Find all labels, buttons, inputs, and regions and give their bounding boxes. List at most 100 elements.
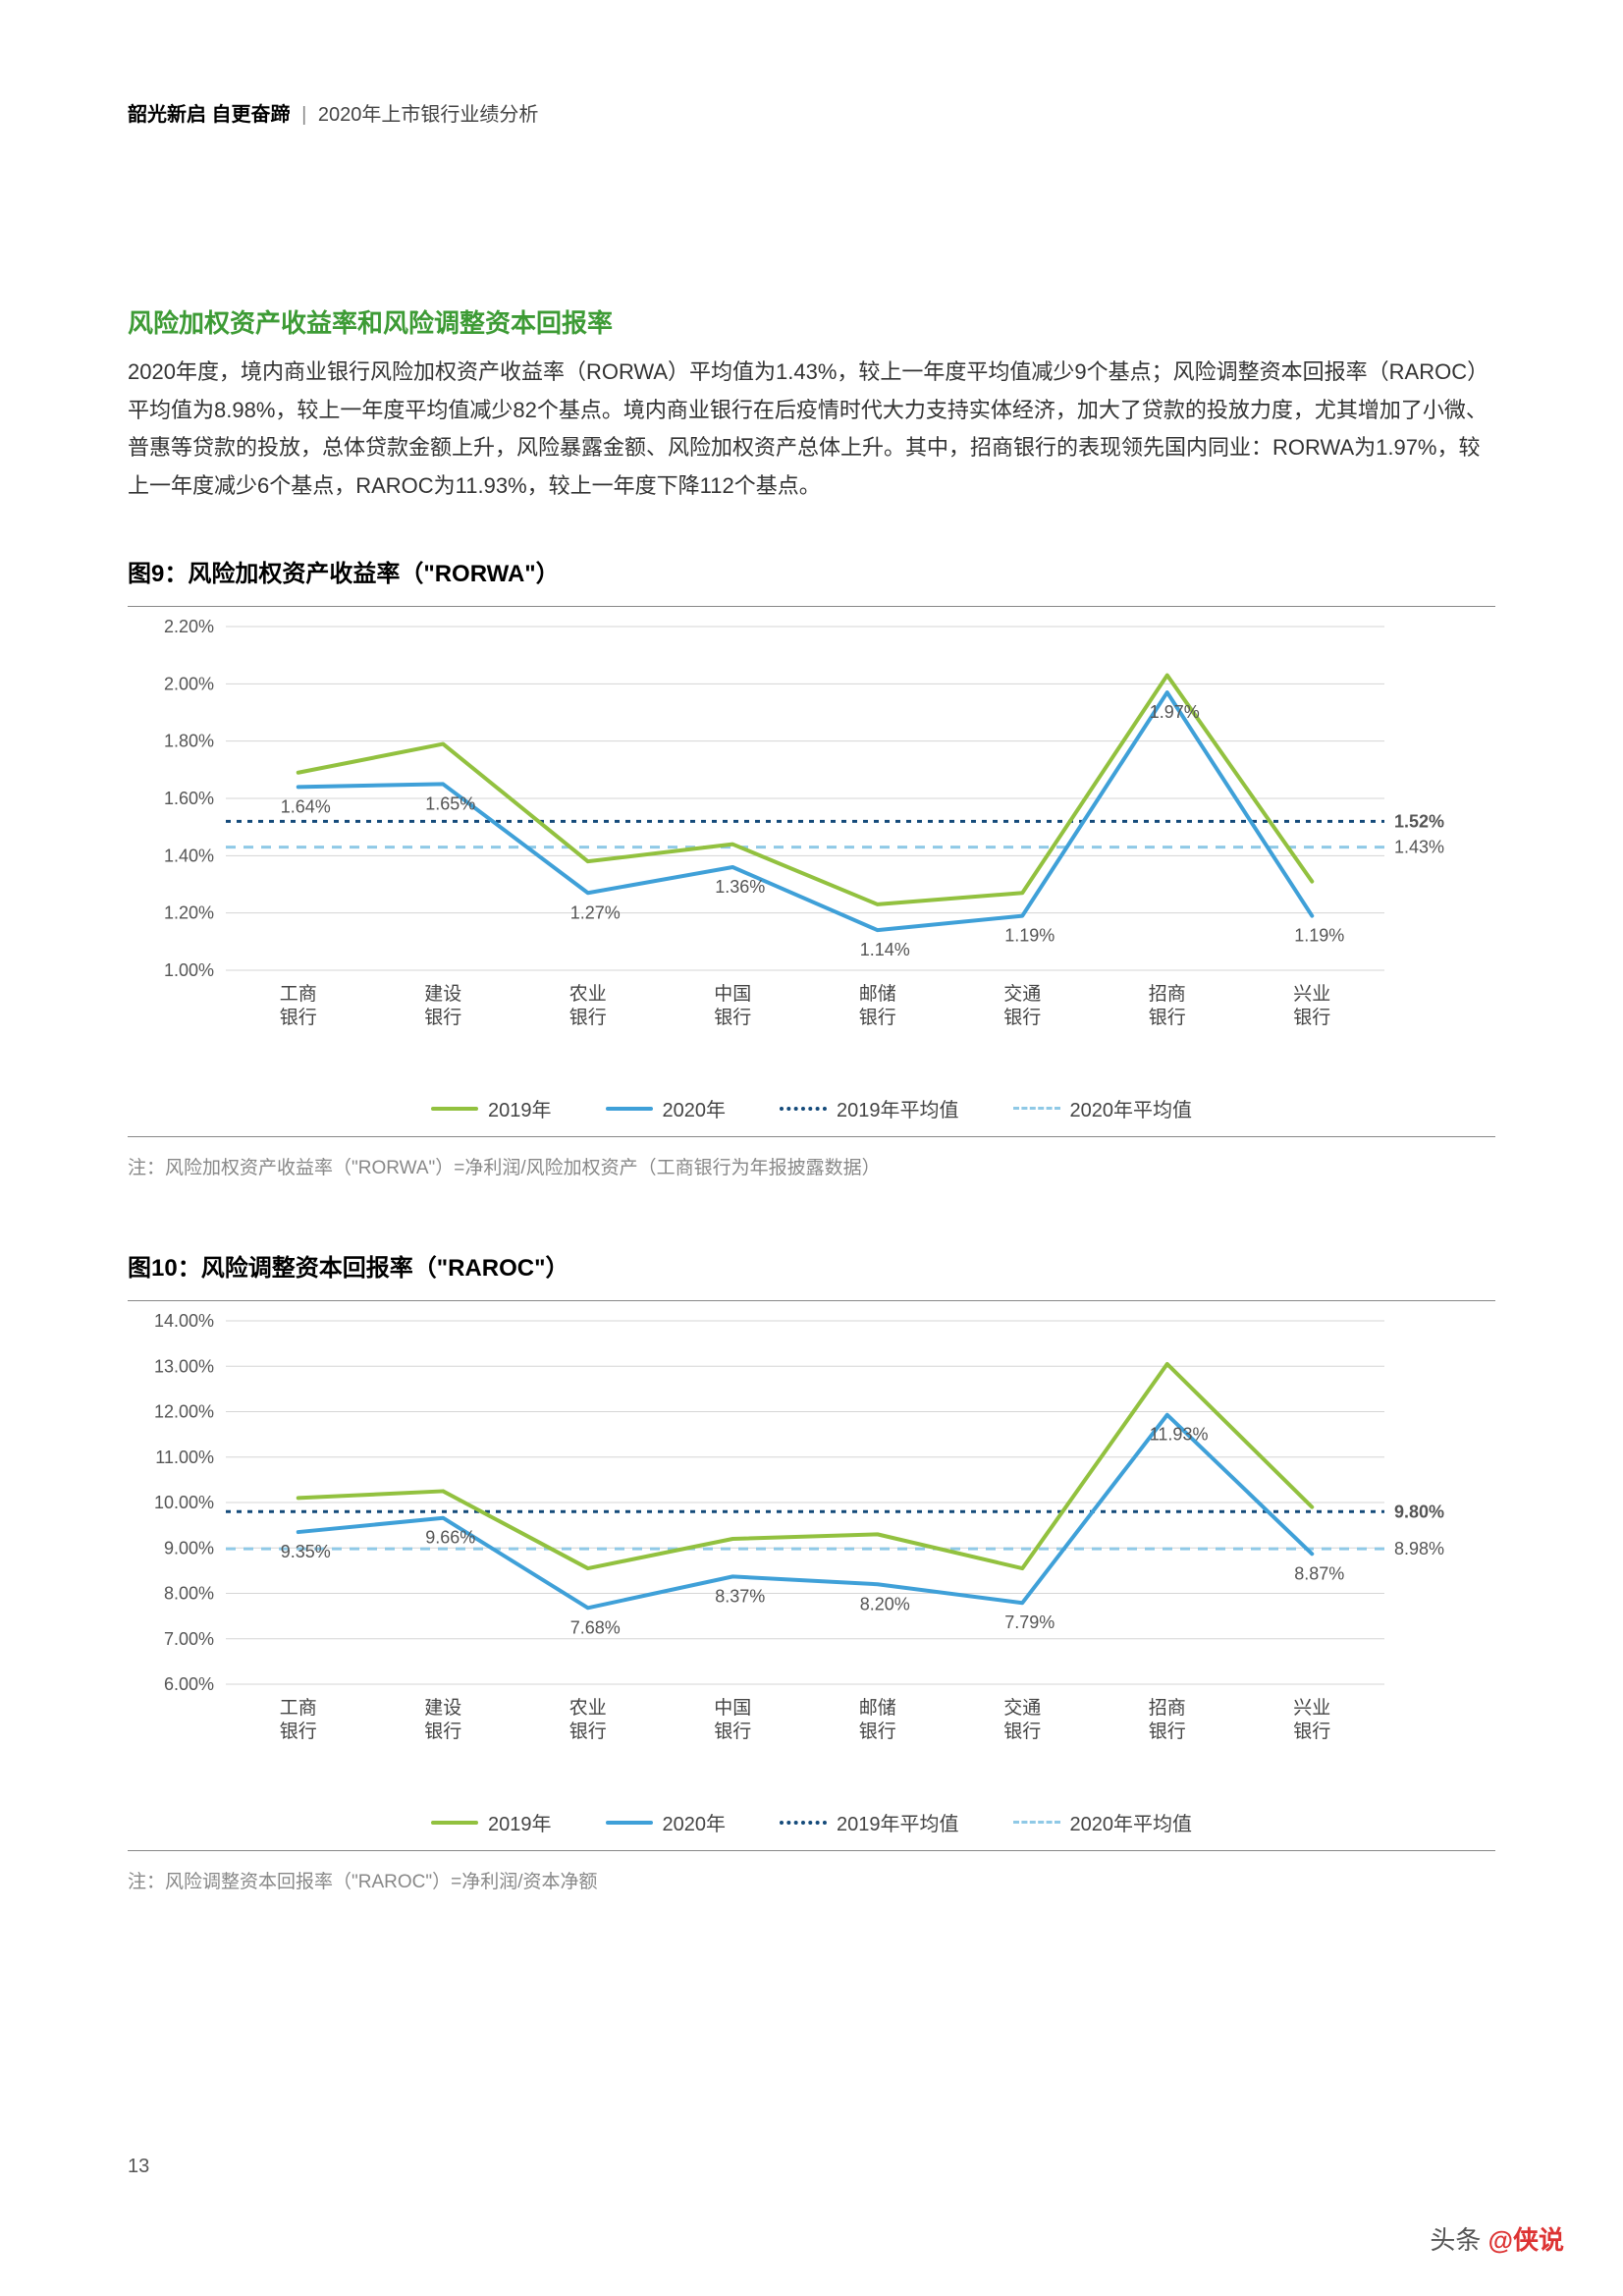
svg-text:9.66%: 9.66% (425, 1528, 475, 1548)
legend-label-2020: 2020年 (663, 1808, 727, 1836)
svg-text:交通: 交通 (1003, 983, 1041, 1005)
svg-text:工商: 工商 (280, 1697, 317, 1719)
svg-text:1.52%: 1.52% (1394, 811, 1444, 831)
header-subtitle: 2020年上市银行业绩分析 (318, 104, 539, 126)
chart9-footnote: 注：风险加权资产收益率（"RORWA"）=净利润/风险加权资产（工商银行为年报披… (128, 1153, 1495, 1179)
svg-text:1.80%: 1.80% (164, 732, 214, 751)
chart10-svg: 6.00% 7.00% 8.00% 9.00% 10.00% 11.00% 12.00% 13… (128, 1301, 1483, 1792)
svg-text:银行: 银行 (1149, 1721, 1186, 1742)
svg-text:邮储: 邮储 (859, 1697, 896, 1719)
svg-text:建设: 建设 (424, 983, 461, 1005)
svg-text:14.00%: 14.00% (154, 1311, 214, 1331)
svg-text:1.36%: 1.36% (715, 877, 765, 897)
svg-text:银行: 银行 (280, 1721, 317, 1742)
legend-label-avg2020: 2020年平均值 (1070, 1808, 1193, 1836)
page-number: 13 (128, 2156, 149, 2178)
watermark-at: @ (1488, 2225, 1513, 2255)
header-title: 韶光新启 自更奋蹄 (128, 104, 291, 126)
chart9-box: 1.00%1.20%1.40%1.60%1.80%2.00%2.20%工商银行建… (128, 606, 1495, 1137)
watermark-prefix: 头条 (1430, 2225, 1481, 2255)
legend-2019: 2019年 (431, 1808, 552, 1836)
watermark-name: 侠说 (1513, 2225, 1564, 2255)
svg-text:银行: 银行 (569, 1721, 607, 1742)
svg-text:1.19%: 1.19% (1294, 926, 1344, 946)
legend-label-2019: 2019年 (488, 1808, 552, 1836)
legend-label-2020: 2020年 (663, 1094, 727, 1122)
chart10-box: 6.00% 7.00% 8.00% 9.00% 10.00% 11.00% 12.00% 13… (128, 1300, 1495, 1851)
svg-text:工商: 工商 (280, 983, 317, 1005)
svg-text:1.60%: 1.60% (164, 789, 214, 808)
svg-text:银行: 银行 (1149, 1007, 1186, 1028)
svg-text:银行: 银行 (714, 1007, 751, 1028)
svg-text:中国: 中国 (714, 1697, 751, 1719)
legend-2019: 2019年 (431, 1094, 552, 1122)
chart10-legend: 2019年 2020年 2019年平均值 2020年平均值 (128, 1792, 1495, 1850)
svg-text:1.40%: 1.40% (164, 846, 214, 865)
legend-swatch-avg2019 (780, 1107, 827, 1111)
svg-text:银行: 银行 (1003, 1007, 1041, 1028)
svg-text:8.87%: 8.87% (1294, 1563, 1344, 1583)
chart10-block: 图10：风险调整资本回报率（"RAROC"） 6.00% 7.00% 8.00% 9.… (128, 1248, 1495, 1893)
svg-text:11.00%: 11.00% (155, 1448, 214, 1467)
svg-text:11.93%: 11.93% (1150, 1425, 1209, 1445)
svg-text:6.00%: 6.00% (164, 1674, 214, 1694)
watermark: 头条 @侠说 (1430, 2220, 1564, 2257)
legend-avg2019: 2019年平均值 (780, 1808, 959, 1836)
svg-text:7.00%: 7.00% (164, 1629, 214, 1649)
legend-swatch-avg2019 (780, 1821, 827, 1825)
svg-text:银行: 银行 (424, 1721, 461, 1742)
svg-text:兴业: 兴业 (1293, 983, 1330, 1005)
svg-text:银行: 银行 (859, 1007, 896, 1028)
legend-swatch-2020 (606, 1107, 653, 1111)
svg-text:建设: 建设 (424, 1697, 461, 1719)
svg-text:9.80%: 9.80% (1394, 1502, 1444, 1521)
chart10-title: 图10：风险调整资本回报率（"RAROC"） (128, 1248, 1495, 1283)
svg-text:农业: 农业 (569, 1697, 607, 1719)
svg-text:1.00%: 1.00% (164, 960, 214, 980)
svg-text:银行: 银行 (1293, 1007, 1330, 1028)
svg-text:银行: 银行 (424, 1007, 461, 1028)
svg-text:中国: 中国 (714, 983, 751, 1005)
svg-text:9.00%: 9.00% (164, 1538, 214, 1558)
svg-text:银行: 银行 (1293, 1721, 1330, 1742)
svg-text:农业: 农业 (569, 983, 607, 1005)
svg-text:银行: 银行 (714, 1721, 751, 1742)
chart9-block: 图9：风险加权资产收益率（"RORWA"） 1.00% 1.20% 1.40% 1.6… (128, 554, 1495, 1179)
svg-text:1.19%: 1.19% (1004, 926, 1055, 946)
svg-text:8.00%: 8.00% (164, 1584, 214, 1604)
legend-2020: 2020年 (606, 1808, 727, 1836)
chart10-footnote: 注：风险调整资本回报率（"RAROC"）=净利润/资本净额 (128, 1867, 1495, 1893)
svg-text:13.00%: 13.00% (154, 1356, 214, 1376)
section-title: 风险加权资产收益率和风险调整资本回报率 (128, 303, 1495, 340)
legend-label-2019: 2019年 (488, 1094, 552, 1122)
svg-text:1.27%: 1.27% (570, 902, 621, 922)
svg-text:8.98%: 8.98% (1394, 1539, 1444, 1558)
legend-label-avg2019: 2019年平均值 (837, 1808, 959, 1836)
svg-text:9.35%: 9.35% (281, 1542, 331, 1561)
svg-text:招商: 招商 (1149, 983, 1186, 1005)
legend-label-avg2020: 2020年平均值 (1070, 1094, 1193, 1122)
svg-text:7.68%: 7.68% (570, 1617, 621, 1637)
svg-text:8.20%: 8.20% (860, 1594, 910, 1613)
svg-text:7.79%: 7.79% (1004, 1613, 1055, 1632)
svg-text:银行: 银行 (1003, 1721, 1041, 1742)
legend-swatch-avg2020 (1013, 1821, 1060, 1824)
legend-avg2020: 2020年平均值 (1013, 1094, 1193, 1122)
svg-text:交通: 交通 (1003, 1697, 1041, 1719)
svg-text:10.00%: 10.00% (154, 1493, 214, 1512)
legend-swatch-avg2020 (1013, 1107, 1060, 1110)
legend-avg2020: 2020年平均值 (1013, 1808, 1193, 1836)
svg-text:招商: 招商 (1149, 1697, 1186, 1719)
chart9-title: 图9：风险加权资产收益率（"RORWA"） (128, 554, 1495, 588)
svg-text:银行: 银行 (280, 1007, 317, 1028)
svg-text:1.65%: 1.65% (425, 793, 475, 813)
svg-text:12.00%: 12.00% (154, 1402, 214, 1422)
svg-text:银行: 银行 (859, 1721, 896, 1742)
page-header: 韶光新启 自更奋蹄 | 2020年上市银行业绩分析 (128, 98, 1495, 127)
svg-text:1.20%: 1.20% (164, 903, 214, 923)
svg-text:兴业: 兴业 (1293, 1697, 1330, 1719)
svg-text:1.14%: 1.14% (860, 940, 910, 959)
legend-label-avg2019: 2019年平均值 (837, 1094, 959, 1122)
svg-text:2.20%: 2.20% (164, 617, 214, 636)
svg-text:邮储: 邮储 (859, 983, 896, 1005)
